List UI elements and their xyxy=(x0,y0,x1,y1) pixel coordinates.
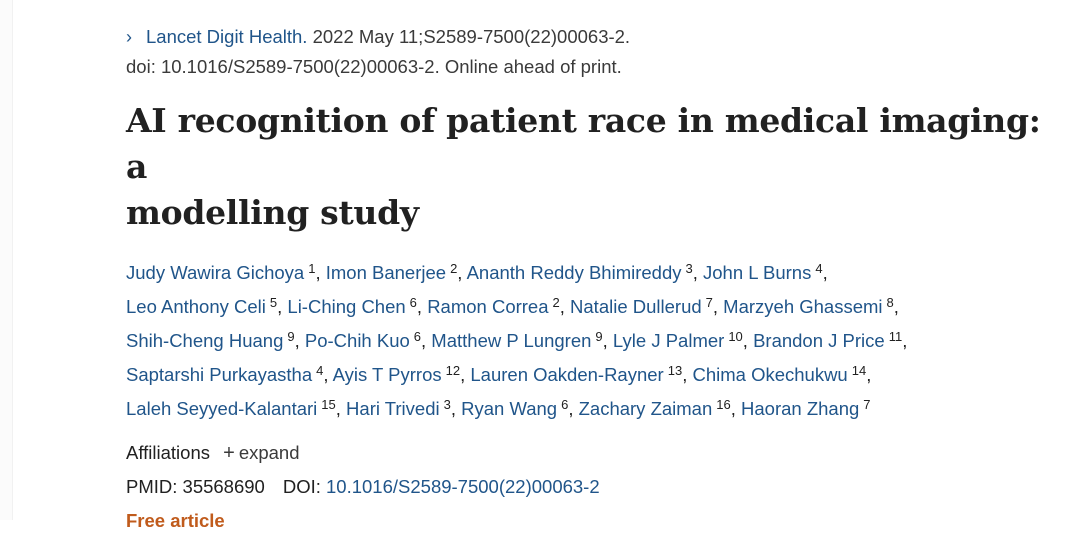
author-link[interactable]: Chima Okechukwu xyxy=(692,364,848,385)
author-link[interactable]: John L Burns xyxy=(703,262,812,283)
affiliation-number[interactable]: 14 xyxy=(851,363,867,378)
author-link[interactable]: Matthew P Lungren xyxy=(431,330,592,351)
affiliation-number[interactable]: 5 xyxy=(269,295,278,310)
author-link[interactable]: Laleh Seyyed-Kalantari xyxy=(126,398,318,419)
affiliation-number[interactable]: 9 xyxy=(287,329,295,344)
citation-line: › Lancet Digit Health. 2022 May 11;S2589-… xyxy=(126,22,1046,52)
citation-block: › Lancet Digit Health. 2022 May 11;S2589-… xyxy=(126,22,1046,82)
affiliation-number[interactable]: 7 xyxy=(863,397,871,412)
author-link[interactable]: Shih-Cheng Huang xyxy=(126,330,284,351)
author-link[interactable]: Saptarshi Purkayastha xyxy=(126,364,313,385)
affiliation-number[interactable]: 1 xyxy=(308,261,316,276)
author-link[interactable]: Natalie Dullerud xyxy=(570,296,702,317)
plus-icon[interactable]: + xyxy=(223,442,235,464)
affiliations-expand-toggle[interactable]: + expand xyxy=(223,442,300,464)
author-link[interactable]: Marzyeh Ghassemi xyxy=(723,296,883,317)
author-link[interactable]: Ananth Reddy Bhimireddy xyxy=(466,262,682,283)
author-link[interactable]: Lauren Oakden-Rayner xyxy=(470,364,664,385)
affiliation-number[interactable]: 3 xyxy=(685,261,693,276)
chevron-right-icon[interactable]: › xyxy=(126,27,132,47)
affiliation-number[interactable]: 15 xyxy=(321,397,336,412)
author-link[interactable]: Ayis T Pyrros xyxy=(332,364,442,385)
author-link[interactable]: Zachary Zaiman xyxy=(578,398,713,419)
article-title-line-2: modelling study xyxy=(126,193,419,232)
affiliation-number[interactable]: 2 xyxy=(450,261,458,276)
author-link[interactable]: Li-Ching Chen xyxy=(287,296,406,317)
pmid-label: PMID: xyxy=(126,476,178,497)
doi-link[interactable]: 10.1016/S2589-7500(22)00063-2 xyxy=(326,476,600,497)
affiliation-number[interactable]: 3 xyxy=(443,397,451,412)
journal-link[interactable]: Lancet Digit Health. xyxy=(146,26,308,47)
author-link[interactable]: Imon Banerjee xyxy=(325,262,447,283)
author-link[interactable]: Judy Wawira Gichoya xyxy=(126,262,305,283)
affiliation-number[interactable]: 12 xyxy=(445,363,461,378)
affiliation-number[interactable]: 6 xyxy=(561,397,569,412)
pmid-value: 35568690 xyxy=(182,476,265,497)
author-link[interactable]: Po-Chih Kuo xyxy=(304,330,410,351)
affiliation-number[interactable]: 6 xyxy=(413,329,422,344)
article-header: › Lancet Digit Health. 2022 May 11;S2589-… xyxy=(126,22,1046,536)
identifiers-row: PMID: 35568690 DOI: 10.1016/S2589-7500(22… xyxy=(126,472,1046,502)
affiliation-number[interactable]: 2 xyxy=(552,295,560,310)
affiliation-number[interactable]: 4 xyxy=(815,261,823,276)
affiliation-number[interactable]: 9 xyxy=(595,329,603,344)
affiliation-number[interactable]: 7 xyxy=(705,295,713,310)
affiliation-number[interactable]: 13 xyxy=(667,363,683,378)
affiliation-number[interactable]: 11 xyxy=(888,329,903,344)
citation-doi-line: doi: 10.1016/S2589-7500(22)00063-2. Onli… xyxy=(126,56,622,77)
author-link[interactable]: Lyle J Palmer xyxy=(612,330,725,351)
author-link[interactable]: Leo Anthony Celi xyxy=(126,296,266,317)
article-title-line-1: AI recognition of patient race in medica… xyxy=(126,101,1041,186)
expand-label[interactable]: expand xyxy=(238,442,300,463)
author-link[interactable]: Ramon Correa xyxy=(427,296,549,317)
citation-details: 2022 May 11;S2589-7500(22)00063-2. xyxy=(312,26,631,47)
author-link[interactable]: Brandon J Price xyxy=(753,330,885,351)
affiliation-number[interactable]: 6 xyxy=(409,295,417,310)
article-title: AI recognition of patient race in medica… xyxy=(126,98,1046,236)
free-article-badge: Free article xyxy=(126,510,225,531)
author-link[interactable]: Ryan Wang xyxy=(461,398,558,419)
author-link[interactable]: Haoran Zhang xyxy=(741,398,860,419)
affiliation-number[interactable]: 8 xyxy=(886,295,894,310)
affiliations-row: Affiliations + expand xyxy=(126,438,1046,468)
left-edge-strip xyxy=(0,0,13,520)
author-link[interactable]: Hari Trivedi xyxy=(346,398,440,419)
authors-list: Judy Wawira Gichoya 1, Imon Banerjee 2, An… xyxy=(126,261,908,419)
affiliation-number[interactable]: 4 xyxy=(316,363,324,378)
affiliations-label: Affiliations xyxy=(126,442,210,463)
affiliation-number[interactable]: 16 xyxy=(716,397,731,412)
affiliation-number[interactable]: 10 xyxy=(728,329,743,344)
doi-label: DOI: xyxy=(282,476,321,497)
